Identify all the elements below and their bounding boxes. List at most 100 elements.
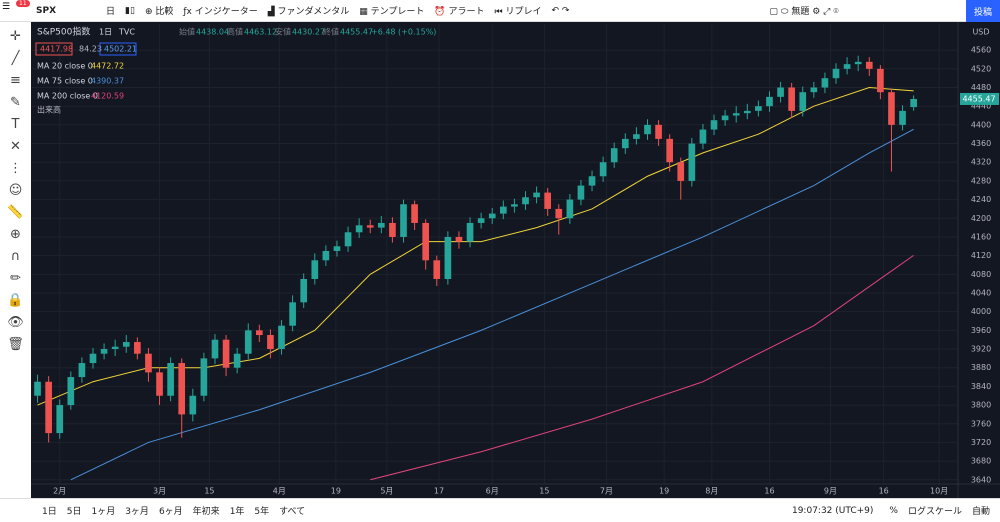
y-tick-label: 4160 xyxy=(971,232,991,241)
y-tick-label: 3840 xyxy=(971,382,991,391)
candle-body xyxy=(178,363,186,415)
legend-close: 4455.47 xyxy=(340,28,373,37)
fundamental-button[interactable]: ▟ ファンダメンタル xyxy=(267,7,350,17)
candle-body xyxy=(588,176,596,186)
grid xyxy=(32,24,958,484)
candle-body xyxy=(488,213,496,219)
x-tick-label: 4月 xyxy=(273,487,286,496)
range-button[interactable]: 1年 xyxy=(229,507,245,517)
candle-body xyxy=(777,87,784,97)
compare-label: 比較 xyxy=(155,7,174,17)
candle-body xyxy=(865,61,873,69)
candle-body xyxy=(732,113,740,116)
range-button[interactable]: 1ヶ月 xyxy=(91,507,116,517)
candle-body xyxy=(577,185,585,200)
indicator-name: MA 20 close 0 xyxy=(37,62,93,71)
menu-icon[interactable]: ☰ xyxy=(2,2,11,12)
candle-body xyxy=(610,148,618,163)
x-tick-label: 10月 xyxy=(930,487,948,496)
publish-button[interactable]: 投稿 xyxy=(966,0,1000,22)
range-button[interactable]: 3ヶ月 xyxy=(125,507,149,517)
x-tick-label: 15 xyxy=(539,487,549,496)
undo-redo[interactable]: ↶ ↷ xyxy=(551,5,570,16)
y-tick-label: 4240 xyxy=(971,195,991,204)
candle-body xyxy=(256,330,263,336)
candle-body xyxy=(888,92,895,125)
candle-body xyxy=(400,204,407,237)
drawing-tools[interactable]: ✛ ╱ ≡ ✎ T ✕ ⋮ ☺ 📏 ⊕ ∩ ✏ 🔒 👁 🗑 xyxy=(7,29,24,352)
candle-body xyxy=(743,110,751,114)
y-tick-label: 4280 xyxy=(971,176,991,185)
symbol[interactable]: SPX xyxy=(36,5,57,16)
candle-body xyxy=(200,358,208,396)
replay-button[interactable]: ⏮ リプレイ xyxy=(494,7,542,17)
candle-body xyxy=(300,278,308,303)
x-tick-label: 6月 xyxy=(486,487,499,496)
candle-body xyxy=(455,236,463,242)
candle-body xyxy=(533,192,540,198)
indicators-button[interactable]: ƒx インジケーター xyxy=(183,7,258,17)
candle-body xyxy=(344,232,352,247)
legend: S&P500指数 1日 TVC 始値 4438.04 高値 4463.12 安値… xyxy=(35,26,436,115)
candle-body xyxy=(422,222,430,261)
candle-body xyxy=(78,363,86,378)
range-button[interactable]: 1日 xyxy=(42,507,57,517)
candle-body xyxy=(566,199,574,219)
candle-body xyxy=(655,124,662,139)
legend-high: 4463.12 xyxy=(244,28,277,37)
y-tick-label: 4400 xyxy=(971,120,991,129)
legend-title: S&P500指数 xyxy=(37,26,90,38)
candle-body xyxy=(56,405,64,434)
indicator-name: MA 200 close 0 xyxy=(37,92,98,101)
candle-body xyxy=(89,353,97,364)
layout-button[interactable]: ▢ ⬭ 無題 ⚙ ⤢ ⌾ xyxy=(769,7,839,17)
candle-body xyxy=(45,381,52,434)
legend-low-label: 安値 xyxy=(275,27,291,37)
legend-high-label: 高値 xyxy=(227,27,243,37)
templates-label: テンプレート xyxy=(370,7,425,17)
clock: 19:07:32 (UTC+9) xyxy=(791,505,874,516)
x-tick-label: 7月 xyxy=(600,487,613,496)
x-tick-label: 15 xyxy=(204,487,214,496)
price-tag xyxy=(960,92,999,105)
y-tick-label: 4120 xyxy=(971,251,991,260)
candle-body xyxy=(333,246,341,251)
range-button[interactable]: 5年 xyxy=(254,507,270,517)
legend-close-label: 終値 xyxy=(323,27,339,37)
range-button[interactable]: 6ヶ月 xyxy=(158,507,183,517)
replay-label: リプレイ xyxy=(505,7,542,17)
log-toggle[interactable]: ログスケール xyxy=(907,507,962,517)
y-tick-label: 4440 xyxy=(971,102,991,111)
compare-button[interactable]: ⊕ 比較 xyxy=(144,7,174,17)
candle-body xyxy=(821,78,829,88)
interval-button[interactable]: 日 xyxy=(106,7,116,17)
candle-body xyxy=(477,218,485,223)
candle-body xyxy=(633,134,640,139)
x-tick-label: 2月 xyxy=(53,487,66,496)
percent-toggle[interactable]: % xyxy=(889,505,898,516)
bottom-toolbar: 1日 5日 1ヶ月 3ヶ月 6ヶ月 年初来 1年 5年 すべて 19:07:32 (UTC+9)%… xyxy=(0,498,1000,522)
chart-type-button[interactable]: ▮▯ xyxy=(125,5,135,16)
candle-body xyxy=(499,206,507,214)
candle-body xyxy=(267,335,274,350)
range-button[interactable]: 5日 xyxy=(66,507,82,517)
chart: USD S&P500指数 1日 TVC 始値 4438.04 高値 4463.1… xyxy=(31,22,1000,498)
range-button[interactable]: 年初来 xyxy=(192,507,220,517)
candle-body xyxy=(522,197,529,205)
x-tick-label: 9月 xyxy=(824,487,837,496)
auto-toggle[interactable]: 自動 xyxy=(971,507,990,517)
templates-button[interactable]: ▦ テンプレート xyxy=(359,7,425,17)
indicator-value: 4390.37 xyxy=(91,77,124,86)
legend-open: 4438.04 xyxy=(196,28,229,37)
y-tick-label: 3880 xyxy=(971,363,991,372)
candle-body xyxy=(211,339,219,359)
range-button[interactable]: すべて xyxy=(279,507,306,517)
candle-body xyxy=(322,250,330,261)
x-tick-label: 19 xyxy=(331,487,341,496)
legend-low: 4430.27 xyxy=(292,28,325,37)
alert-button[interactable]: ⏰ アラート xyxy=(434,7,485,17)
ask-box xyxy=(99,42,137,56)
candle-body xyxy=(278,325,285,350)
y-tick-label: 4000 xyxy=(971,307,991,316)
layout-label: 無題 xyxy=(791,7,810,17)
